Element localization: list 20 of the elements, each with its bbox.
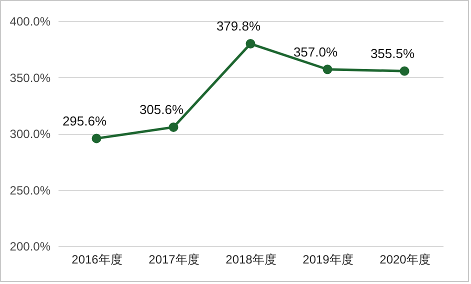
data-label: 379.8% (216, 18, 261, 34)
y-tick-label: 250.0% (10, 183, 51, 198)
y-tick-label: 300.0% (10, 127, 51, 141)
x-tick-label: 2016年度 (72, 252, 122, 266)
point (322, 64, 332, 74)
x-tick-label: 2020年度 (380, 252, 430, 266)
point (246, 38, 256, 48)
x-tick-label: 2017年度 (148, 252, 200, 266)
point (400, 66, 410, 76)
data-label: 305.6% (139, 102, 184, 118)
point (168, 122, 178, 132)
x-tick-label: 2019年度 (302, 252, 354, 266)
y-tick-label: 200.0% (10, 240, 51, 254)
x-tick-label: 2018年度 (226, 252, 276, 266)
y-tick-label: 400.0% (10, 14, 51, 28)
data-label: 355.5% (370, 46, 415, 62)
point (92, 134, 102, 144)
data-label: 357.0% (293, 44, 338, 60)
y-tick-label: 350.0% (10, 70, 51, 85)
data-label: 295.6% (62, 113, 107, 128)
